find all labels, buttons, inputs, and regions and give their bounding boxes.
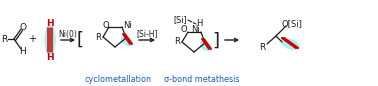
Text: Ni: Ni bbox=[192, 25, 200, 34]
Text: O: O bbox=[20, 23, 26, 31]
Text: H: H bbox=[20, 47, 26, 55]
Ellipse shape bbox=[122, 37, 132, 45]
Text: O: O bbox=[181, 25, 187, 34]
Text: R: R bbox=[95, 33, 101, 42]
Text: H: H bbox=[46, 18, 54, 28]
Text: O: O bbox=[103, 22, 109, 31]
Text: H: H bbox=[196, 18, 202, 28]
Ellipse shape bbox=[281, 39, 299, 49]
Ellipse shape bbox=[201, 42, 211, 50]
Text: Ni(0): Ni(0) bbox=[59, 29, 77, 39]
Text: R: R bbox=[259, 44, 265, 52]
Text: O[Si]: O[Si] bbox=[282, 20, 302, 28]
Text: R: R bbox=[174, 37, 180, 47]
Text: σ-bond metathesis: σ-bond metathesis bbox=[164, 74, 240, 84]
Text: +: + bbox=[28, 34, 36, 44]
Text: ]: ] bbox=[212, 32, 220, 50]
Text: H: H bbox=[46, 52, 54, 61]
Text: R: R bbox=[1, 34, 7, 44]
Text: Ni: Ni bbox=[122, 22, 132, 31]
Text: [: [ bbox=[76, 31, 84, 49]
Text: cyclometallation: cyclometallation bbox=[85, 74, 152, 84]
Ellipse shape bbox=[45, 25, 55, 55]
Text: [Si]: [Si] bbox=[173, 15, 187, 25]
Text: [Si-H]: [Si-H] bbox=[136, 29, 158, 39]
